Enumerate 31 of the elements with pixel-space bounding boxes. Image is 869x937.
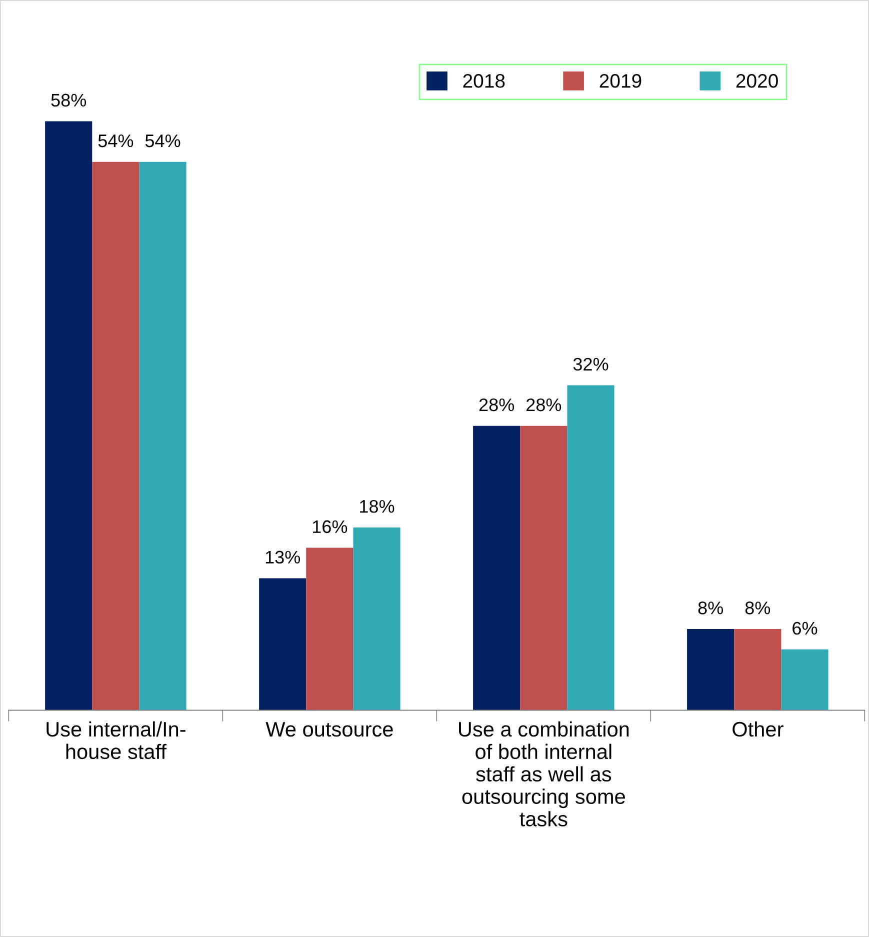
bar	[781, 649, 828, 710]
data-label: 54%	[98, 134, 134, 148]
x-tick-label: Use a combination of both internal staff as well as outsourcing some tasks	[459, 721, 629, 826]
bar	[92, 162, 140, 710]
bar	[687, 629, 734, 710]
data-label: 58%	[51, 94, 86, 107]
data-label: 16%	[312, 520, 348, 534]
data-label: 6%	[792, 622, 818, 635]
x-tick-label: Use internal/In- house staff	[46, 721, 186, 760]
data-label: 28%	[526, 398, 562, 412]
data-label: 13%	[266, 550, 300, 564]
data-label: 8%	[745, 602, 770, 614]
x-tick-label: We outsource	[266, 722, 393, 737]
data-label: 8%	[698, 602, 723, 614]
data-label: 28%	[479, 398, 514, 412]
legend-label: 2019	[600, 74, 642, 88]
bar	[734, 629, 782, 710]
bar	[473, 426, 520, 710]
bar	[306, 548, 354, 710]
data-label: 18%	[360, 500, 394, 513]
bar	[520, 426, 568, 710]
bar	[45, 121, 92, 710]
x-tick-label: Other	[732, 721, 784, 737]
legend-label: 2018	[463, 74, 505, 88]
legend-label: 2020	[736, 74, 778, 88]
bar	[567, 385, 614, 710]
bar	[259, 578, 306, 710]
bar	[353, 527, 400, 710]
bar	[139, 162, 186, 710]
data-label: 54%	[145, 134, 180, 148]
data-label: 32%	[573, 358, 608, 371]
